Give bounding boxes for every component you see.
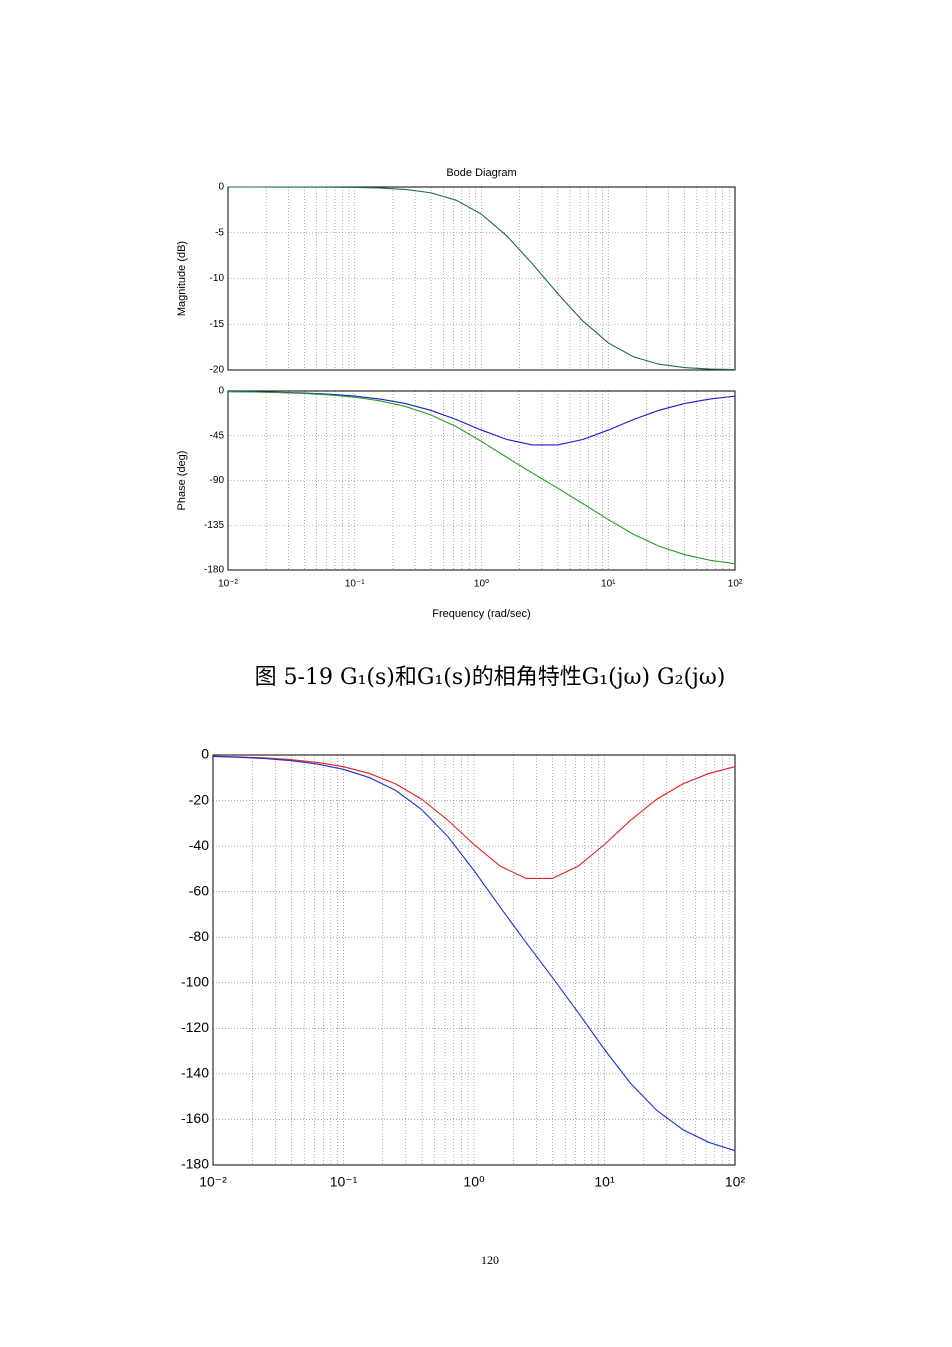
- y-tick-label: -160: [181, 1110, 209, 1126]
- y-tick-label: -140: [181, 1065, 209, 1081]
- x-tick-label: 10¹: [594, 1174, 615, 1190]
- x-tick-label: 10⁰: [474, 579, 489, 590]
- plot-frame: [212, 754, 736, 1166]
- y-tick-label: -100: [181, 973, 209, 989]
- data-line: [227, 391, 736, 565]
- chart-title: Bode Diagram: [446, 167, 516, 179]
- y-tick-label: -180: [204, 565, 224, 576]
- x-tick-label: 10¹: [601, 579, 616, 590]
- y-tick-label: -10: [210, 273, 225, 284]
- y-axis-label: Magnitude (dB): [176, 241, 188, 316]
- data-line: [212, 755, 736, 1152]
- y-tick-label: -80: [189, 928, 209, 944]
- y-tick-label: -180: [181, 1156, 209, 1172]
- y-tick-label: 0: [201, 746, 209, 762]
- x-tick-label: 10⁻²: [218, 579, 238, 590]
- y-tick-label: -60: [189, 882, 209, 898]
- caption: 图 5-19 G₁(s)和G₁(s)的相角特性G₁(jω) G₂(jω): [255, 665, 726, 690]
- y-tick-label: -135: [204, 520, 224, 531]
- x-tick-label: 10²: [728, 579, 743, 590]
- x-axis-label: Frequency (rad/sec): [432, 608, 530, 620]
- y-tick-label: -5: [215, 227, 224, 238]
- y-tick-label: 0: [218, 182, 224, 193]
- plot-frame: [227, 186, 736, 371]
- y-axis-label: Phase (deg): [176, 451, 188, 511]
- y-tick-label: -45: [210, 430, 225, 441]
- y-tick-label: 0: [218, 386, 224, 397]
- x-tick-label: 10⁰: [463, 1174, 485, 1190]
- x-tick-label: 10⁻¹: [345, 579, 365, 590]
- y-tick-label: -120: [181, 1019, 209, 1035]
- y-tick-label: -15: [210, 319, 225, 330]
- y-tick-label: -20: [210, 365, 225, 376]
- data-line: [227, 186, 736, 371]
- plot-frame: [227, 390, 736, 571]
- y-tick-label: -20: [189, 791, 209, 807]
- y-tick-label: -40: [189, 837, 209, 853]
- x-tick-label: 10²: [725, 1174, 746, 1190]
- x-tick-label: 10⁻²: [199, 1174, 227, 1190]
- data-line: [212, 755, 736, 880]
- x-tick-label: 10⁻¹: [330, 1174, 358, 1190]
- y-tick-label: -90: [210, 475, 225, 486]
- page-number: 120: [481, 1253, 499, 1267]
